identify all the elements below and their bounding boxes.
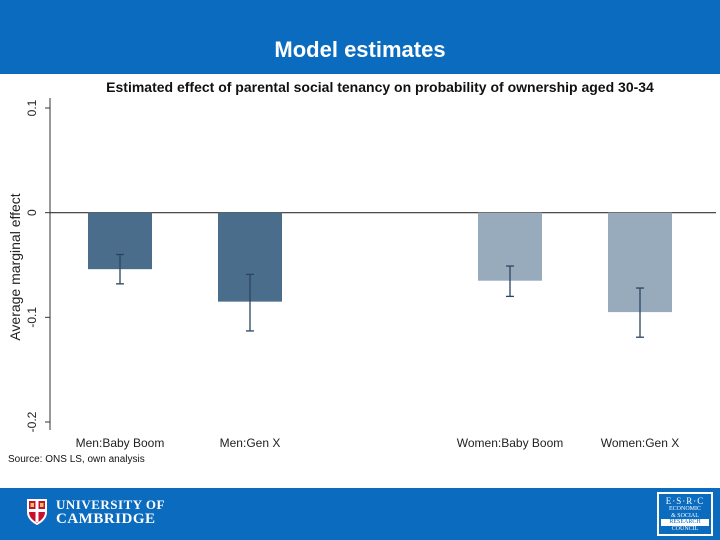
chart-title: Estimated effect of parental social tena… <box>106 79 654 95</box>
cambridge-shield-icon <box>27 499 47 525</box>
category-label: Men:Baby Boom <box>76 436 165 450</box>
source-note: Source: ONS LS, own analysis <box>8 454 145 465</box>
esrc-line-4: COUNCIL <box>671 525 699 532</box>
esrc-line-3: RESEARCH <box>661 519 709 526</box>
y-tick-label: -0.1 <box>25 307 39 328</box>
category-label: Men:Gen X <box>220 436 281 450</box>
y-tick-label: 0 <box>25 209 39 216</box>
esrc-logo[interactable]: E·S·R·C ECONOMIC & SOCIAL RESEARCH COUNC… <box>657 492 713 536</box>
header-bar <box>0 0 720 74</box>
y-tick-label: -0.2 <box>25 411 39 432</box>
esrc-abbr: E·S·R·C <box>665 496 705 506</box>
y-tick-label: 0.1 <box>25 99 39 116</box>
category-label: Women:Baby Boom <box>457 436 564 450</box>
esrc-line-2: & SOCIAL <box>671 512 699 519</box>
university-line-2: CAMBRIDGE <box>56 511 156 527</box>
esrc-line-1: ECONOMIC <box>668 506 701 512</box>
university-line-1: UNIVERSITY OF <box>56 497 165 512</box>
slide-title: Model estimates <box>274 37 446 62</box>
category-label: Women:Gen X <box>601 436 679 450</box>
cambridge-logo[interactable]: UNIVERSITY OF CAMBRIDGE <box>26 497 165 527</box>
footer-bar <box>0 488 720 540</box>
y-axis-label: Average marginal effect <box>7 193 23 340</box>
